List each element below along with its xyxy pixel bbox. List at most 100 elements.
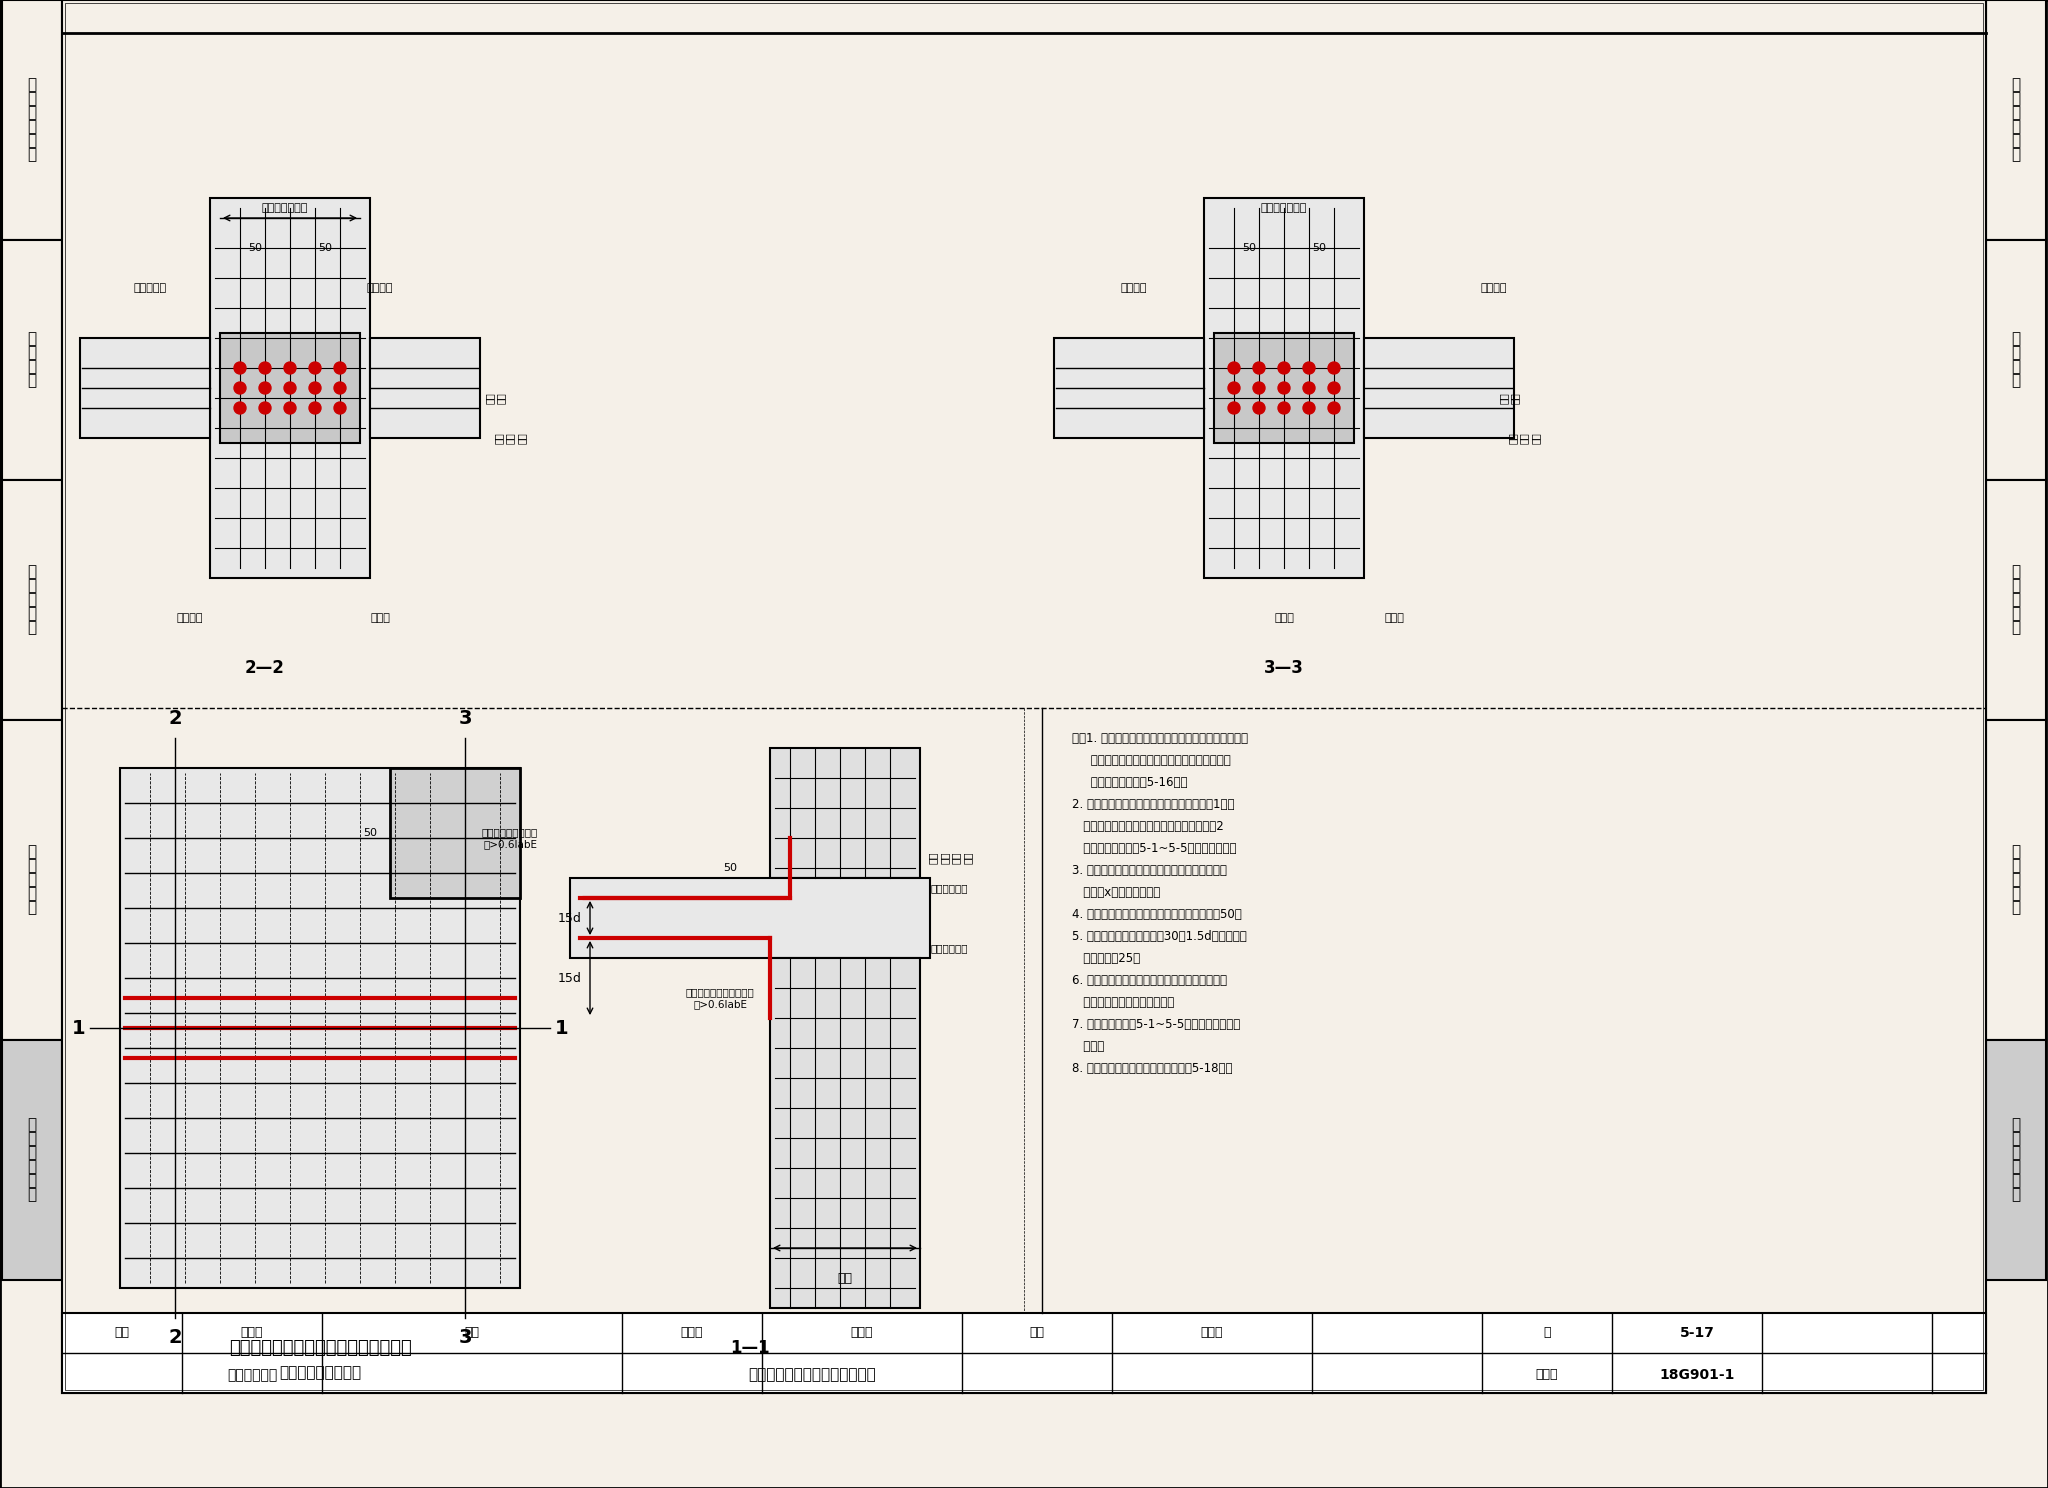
Text: 分: 分 [27,1187,37,1202]
Circle shape [1229,382,1239,394]
Text: 皮宽度x无梁楼板厚度。: 皮宽度x无梁楼板厚度。 [1071,885,1161,899]
Text: 无梁
楼板
厚度: 无梁 楼板 厚度 [494,432,526,443]
Circle shape [285,362,297,373]
Text: 7. 本页与本图集第5-1~5-5页总说明结合阅读: 7. 本页与本图集第5-1~5-5页总说明结合阅读 [1071,1018,1241,1031]
Text: 到暗梁范围内与暗梁交叉叠此时再弯折到第2: 到暗梁范围内与暗梁交叉叠此时再弯折到第2 [1071,820,1225,832]
Text: 柱宽（暗梁宽）: 柱宽（暗梁宽） [262,202,307,213]
Text: 时，详见本图集第5-16页。: 时，详见本图集第5-16页。 [1071,775,1188,789]
Bar [1055,338,1204,437]
Text: 墙: 墙 [27,592,37,607]
Text: 暗梁
宽度: 暗梁 宽度 [1499,393,1520,403]
Text: 通: 通 [27,859,37,873]
Text: 2: 2 [168,1327,182,1347]
Bar [371,338,479,437]
Circle shape [309,402,322,414]
Text: 3. 设计图纸中所标注暗梁尺寸，表示暗梁箍筋外: 3. 设计图纸中所标注暗梁尺寸，表示暗梁箍筋外 [1071,863,1227,876]
Bar [2,1040,61,1280]
Circle shape [309,362,322,373]
Text: 页: 页 [1544,1326,1550,1339]
Text: 梁节点钢筋排布构造图。当暗梁宽度大于柱宽: 梁节点钢筋排布构造图。当暗梁宽度大于柱宽 [1071,753,1231,766]
Text: 求: 求 [27,147,37,162]
Text: 1—1: 1—1 [731,1339,770,1357]
Text: 构: 构 [27,106,37,121]
Text: 15d: 15d [557,912,582,924]
Text: 部: 部 [2011,887,2021,902]
Text: 图集号: 图集号 [1536,1369,1559,1381]
Text: 6. 暗梁纵筋与柱子纵筋交叉时应对称叠让。具体: 6. 暗梁纵筋与柱子纵筋交叉时应对称叠让。具体 [1071,973,1227,987]
Text: 无: 无 [27,1117,37,1132]
Text: 分: 分 [2011,620,2021,635]
Text: 一: 一 [2011,77,2021,92]
Text: 部: 部 [2011,607,2021,622]
Text: 3: 3 [459,1327,471,1347]
Circle shape [1278,362,1290,373]
Circle shape [285,382,297,394]
Text: 50: 50 [1313,243,1325,253]
Circle shape [309,382,322,394]
Text: 要: 要 [27,134,37,149]
Text: 楼: 楼 [27,1146,37,1161]
Text: 梁: 梁 [2011,1131,2021,1146]
Text: 50: 50 [317,243,332,253]
Bar [569,878,930,958]
Text: 暗梁
宽度
（柱
宽）: 暗梁 宽度 （柱 宽） [928,851,973,865]
Text: 无梁
楼板
厚度: 无梁 楼板 厚度 [1507,432,1540,443]
Text: 2—2: 2—2 [246,659,285,677]
Bar [1364,338,1513,437]
Bar [1204,198,1364,577]
Text: 框: 框 [2011,332,2021,347]
Circle shape [258,362,270,373]
Bar [2,240,61,481]
Circle shape [233,402,246,414]
Text: 审核: 审核 [115,1326,129,1339]
Text: 般: 般 [27,91,37,107]
Text: 分: 分 [27,620,37,635]
Circle shape [1278,402,1290,414]
Text: 力: 力 [27,579,37,594]
Text: 普: 普 [27,845,37,860]
Text: 柱宽: 柱宽 [838,1272,852,1284]
Text: 求: 求 [2011,147,2021,162]
Text: 18G901-1: 18G901-1 [1659,1367,1735,1382]
Text: 分: 分 [2011,900,2021,915]
Circle shape [1229,402,1239,414]
Bar [770,958,920,1308]
Text: 50: 50 [723,863,737,873]
Text: 盖: 盖 [27,1159,37,1174]
Circle shape [285,402,297,414]
Text: 边柱支座暗梁节点钢筋排布构造（二）: 边柱支座暗梁节点钢筋排布构造（二） [229,1339,412,1357]
Bar [770,748,920,878]
Circle shape [233,362,246,373]
Text: 5. 暗梁上排钢筋净距不小于30且1.5d，下排钢筋: 5. 暗梁上排钢筋净距不小于30且1.5d，下排钢筋 [1071,930,1247,942]
Circle shape [1253,382,1266,394]
Text: 梁: 梁 [27,1131,37,1146]
Bar [1987,0,2046,240]
Circle shape [1303,402,1315,414]
Text: 2. 板带的下部纵筋在板带内宜尽可能置于下1层，: 2. 板带的下部纵筋在板带内宜尽可能置于下1层， [1071,798,1235,811]
Bar [2,481,61,720]
Text: 般: 般 [2011,91,2021,107]
Circle shape [1278,382,1290,394]
Circle shape [258,382,270,394]
Bar [1987,481,2046,720]
Text: 刘　敏: 刘 敏 [242,1326,264,1339]
Text: 暗梁下部纵筋: 暗梁下部纵筋 [930,943,967,952]
Text: 架: 架 [2011,345,2021,360]
Text: 一: 一 [27,77,37,92]
Bar [1987,240,2046,481]
Circle shape [1327,402,1339,414]
Text: 暗梁纵筋: 暗梁纵筋 [1481,283,1507,293]
Text: 15d: 15d [557,972,582,985]
Text: 通: 通 [2011,859,2021,873]
Text: 架: 架 [27,345,37,360]
Circle shape [334,382,346,394]
Text: 伸至梁上部纵筋内侧弯折
且>0.6labE: 伸至梁上部纵筋内侧弯折 且>0.6labE [686,987,754,1009]
Text: 部: 部 [27,607,37,622]
Bar [211,198,371,577]
Text: 富主注: 富主注 [850,1326,872,1339]
Text: 柱箍筋: 柱箍筋 [371,613,389,623]
Text: 净距不小于25。: 净距不小于25。 [1071,951,1141,964]
Text: 50: 50 [1241,243,1255,253]
Text: 张月明: 张月明 [1200,1326,1223,1339]
Text: 无梁楼盖部分: 无梁楼盖部分 [227,1367,276,1382]
